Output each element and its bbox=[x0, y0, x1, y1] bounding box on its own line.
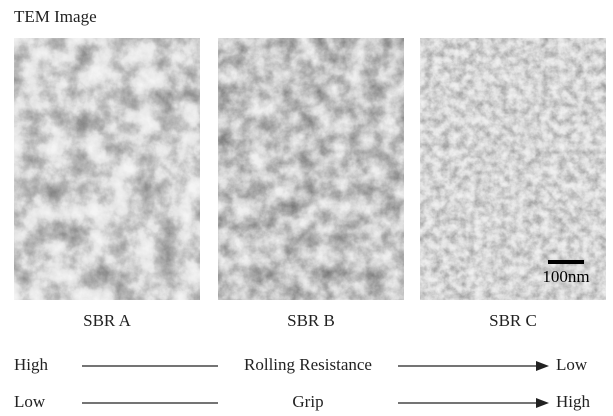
row-left: Low bbox=[14, 392, 46, 411]
arrow-head bbox=[536, 398, 549, 408]
arrow-head bbox=[536, 361, 549, 371]
tem-image bbox=[420, 38, 606, 300]
image-label: SBR C bbox=[489, 311, 537, 330]
image-label: SBR A bbox=[83, 311, 131, 330]
title: TEM Image bbox=[14, 7, 97, 26]
tem-image bbox=[218, 38, 404, 300]
row-middle: Rolling Resistance bbox=[244, 355, 372, 374]
scale-label: 100nm bbox=[542, 267, 589, 286]
row-left: High bbox=[14, 355, 49, 374]
row-right: Low bbox=[556, 355, 588, 374]
image-label: SBR B bbox=[287, 311, 335, 330]
row-right: High bbox=[556, 392, 591, 411]
row-middle: Grip bbox=[292, 392, 323, 411]
tem-image bbox=[14, 38, 200, 300]
